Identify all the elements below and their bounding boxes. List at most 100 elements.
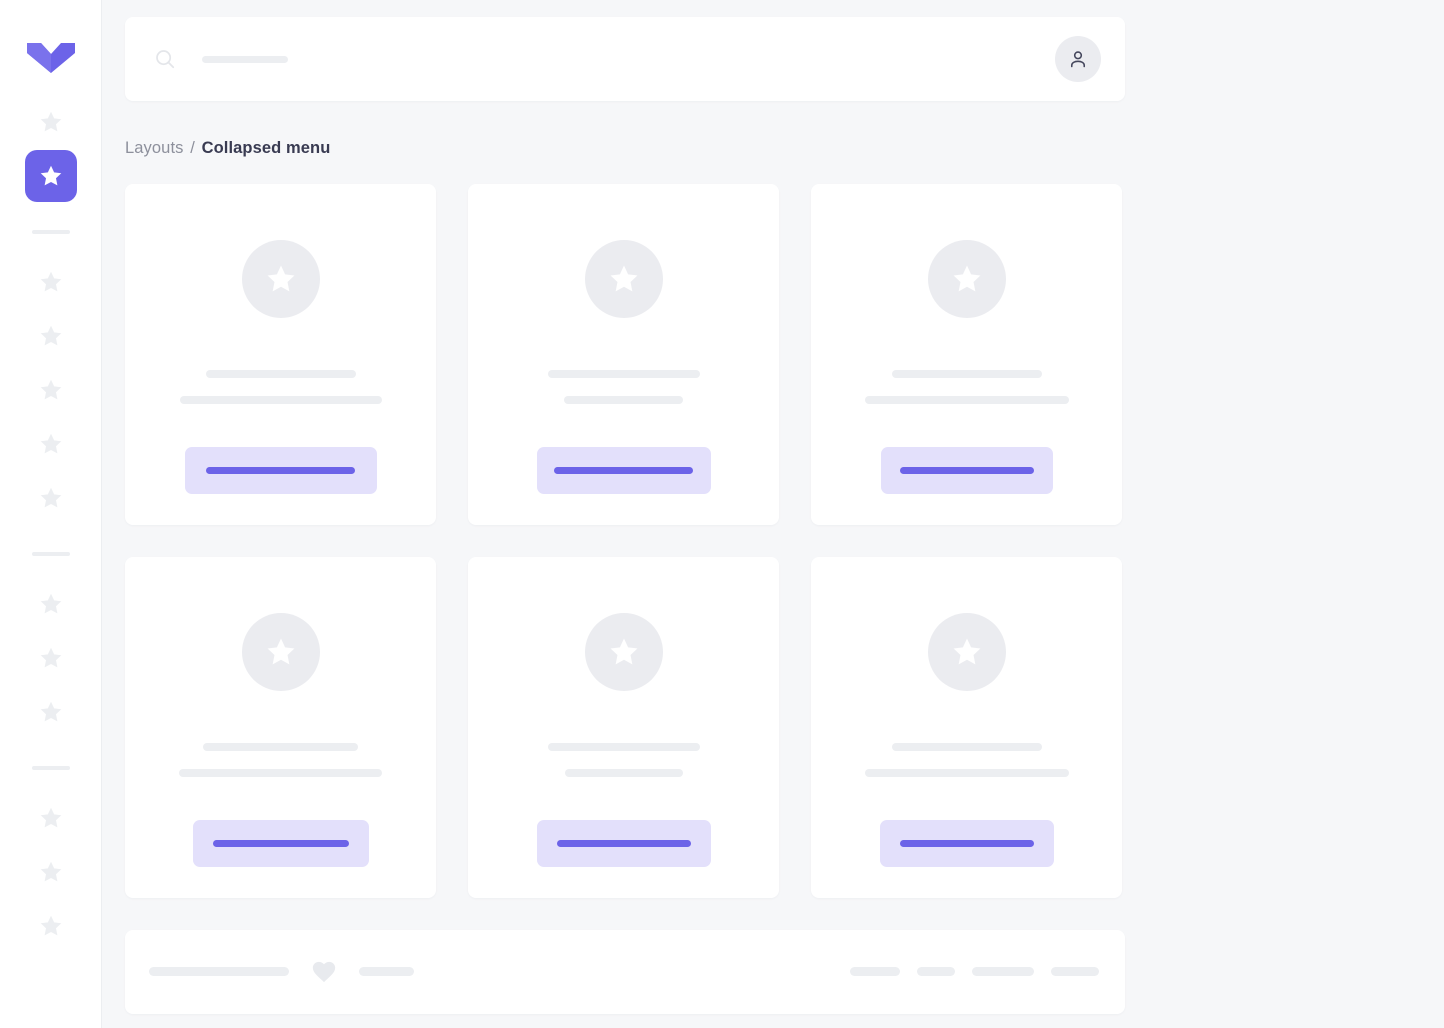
- footer-link-skeleton[interactable]: [972, 967, 1034, 977]
- user-icon: [1070, 51, 1086, 68]
- star-icon: [40, 433, 61, 454]
- footer-left-group: [149, 959, 414, 985]
- content-card[interactable]: [811, 183, 1122, 525]
- search-icon: [156, 50, 175, 69]
- footer-link-skeleton[interactable]: [1051, 967, 1099, 977]
- card-text-skeleton-2: [864, 768, 1069, 777]
- card-text-skeleton-2: [564, 395, 683, 404]
- card-text-skeleton-2: [179, 768, 382, 777]
- card-action-button[interactable]: [536, 446, 711, 494]
- star-icon: [953, 638, 980, 665]
- breadcrumb-current: Collapsed menu: [201, 139, 331, 157]
- star-icon: [40, 861, 61, 882]
- card-text-skeleton-2: [864, 395, 1069, 404]
- card-grid: [125, 183, 1125, 898]
- star-icon: [610, 265, 637, 292]
- search-input-skeleton[interactable]: [202, 55, 288, 63]
- card-text-skeleton-2: [564, 768, 683, 777]
- content-card[interactable]: [468, 556, 779, 898]
- sidebar-item-2-active[interactable]: [24, 150, 77, 202]
- sidebar-item-4[interactable]: [25, 310, 77, 362]
- account-avatar-button[interactable]: [1055, 36, 1101, 82]
- star-icon: [40, 271, 61, 292]
- heart-icon[interactable]: [311, 959, 337, 985]
- card-button-label-skeleton: [899, 839, 1034, 847]
- star-icon: [40, 807, 61, 828]
- star-icon: [40, 487, 61, 508]
- sidebar-item-3[interactable]: [25, 256, 77, 308]
- star-icon: [40, 647, 61, 668]
- card-button-label-skeleton: [556, 839, 691, 847]
- star-icon: [40, 165, 61, 186]
- card-action-button[interactable]: [536, 819, 711, 867]
- card-text-skeletons: [468, 369, 779, 404]
- card-avatar: [241, 239, 320, 318]
- card-action-button[interactable]: [880, 446, 1053, 494]
- sidebar-item-7[interactable]: [25, 472, 77, 524]
- sidebar-item-1[interactable]: [25, 96, 77, 148]
- card-text-skeletons: [125, 742, 436, 777]
- sidebar-divider-3: [31, 766, 70, 770]
- card-button-label-skeleton: [554, 466, 693, 474]
- card-text-skeletons: [811, 742, 1122, 777]
- card-avatar: [584, 239, 663, 318]
- card-button-label-skeleton: [212, 839, 349, 847]
- star-icon: [610, 638, 637, 665]
- sidebar-item-8[interactable]: [25, 578, 77, 630]
- star-icon: [267, 638, 294, 665]
- card-text-skeleton-1: [547, 742, 700, 751]
- card-text-skeletons: [811, 369, 1122, 404]
- main-content: Layouts / Collapsed menu: [102, 0, 1444, 1028]
- sidebar-item-5[interactable]: [25, 364, 77, 416]
- card-avatar: [584, 612, 663, 691]
- content-card[interactable]: [125, 183, 436, 525]
- content-card[interactable]: [468, 183, 779, 525]
- topbar: [125, 17, 1125, 101]
- star-icon: [40, 593, 61, 614]
- star-icon: [40, 379, 61, 400]
- card-action-button[interactable]: [192, 819, 369, 867]
- sidebar-divider-2: [31, 552, 70, 556]
- card-text-skeleton-1: [891, 742, 1042, 751]
- breadcrumb-parent[interactable]: Layouts: [125, 139, 184, 157]
- footer-link-skeleton[interactable]: [850, 967, 900, 977]
- card-text-skeleton-1: [203, 742, 358, 751]
- card-button-label-skeleton: [206, 466, 355, 474]
- content-card[interactable]: [125, 556, 436, 898]
- search-field[interactable]: [154, 48, 1055, 70]
- sidebar-item-13[interactable]: [25, 900, 77, 952]
- content-column: Layouts / Collapsed menu: [125, 17, 1125, 1014]
- app-logo[interactable]: [25, 30, 77, 86]
- sidebar-item-10[interactable]: [25, 686, 77, 738]
- star-icon: [40, 915, 61, 936]
- footer-bar: [125, 929, 1125, 1014]
- star-icon: [953, 265, 980, 292]
- star-icon: [267, 265, 294, 292]
- card-text-skeleton-2: [179, 395, 382, 404]
- star-icon: [40, 111, 61, 132]
- sidebar-item-9[interactable]: [25, 632, 77, 684]
- sidebar-item-11[interactable]: [25, 792, 77, 844]
- card-button-label-skeleton: [899, 466, 1034, 474]
- card-text-skeletons: [468, 742, 779, 777]
- card-action-button[interactable]: [879, 819, 1054, 867]
- content-card[interactable]: [811, 556, 1122, 898]
- sidebar-group-4: [0, 792, 101, 954]
- sidebar: [0, 0, 102, 1028]
- breadcrumb: Layouts / Collapsed menu: [125, 139, 1125, 159]
- card-text-skeleton-1: [205, 369, 356, 378]
- card-text-skeletons: [125, 369, 436, 404]
- card-text-skeleton-1: [891, 369, 1042, 378]
- card-avatar: [927, 612, 1006, 691]
- footer-right-group: [850, 967, 1099, 977]
- sidebar-item-6[interactable]: [25, 418, 77, 470]
- star-icon: [40, 325, 61, 346]
- card-action-button[interactable]: [184, 446, 377, 494]
- breadcrumb-separator: /: [190, 139, 195, 157]
- footer-link-skeleton[interactable]: [917, 967, 955, 977]
- card-avatar: [927, 239, 1006, 318]
- star-icon: [40, 701, 61, 722]
- sidebar-item-12[interactable]: [25, 846, 77, 898]
- sidebar-group-2: [0, 256, 101, 526]
